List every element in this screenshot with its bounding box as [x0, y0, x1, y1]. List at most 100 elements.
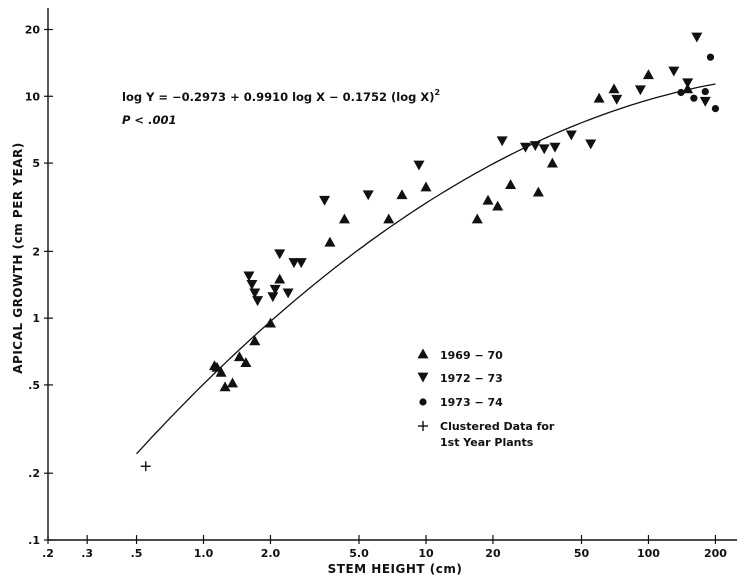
triangle-down-marker	[282, 288, 294, 299]
triangle-up-marker	[208, 360, 220, 371]
triangle-up-marker	[482, 194, 494, 205]
triangle-down-marker	[252, 296, 264, 307]
legend-item-1973-74: 1973 − 74	[419, 396, 503, 409]
triangle-down-marker	[529, 141, 541, 152]
circle-marker	[711, 105, 720, 113]
triangle-down-marker	[496, 136, 508, 147]
legend-item-clustered: Clustered Data for 1st Year Plants	[418, 420, 555, 449]
equation-text: log Y = −0.2973 + 0.9910 log X − 0.1752 …	[122, 90, 435, 104]
circle-marker	[690, 94, 698, 102]
equation-line: log Y = −0.2973 + 0.9910 log X − 0.1752 …	[122, 88, 440, 104]
triangle-down-marker	[682, 78, 694, 89]
x-tick-label: 2.0	[261, 547, 281, 560]
p-value: P < .001	[122, 113, 176, 127]
x-axis-title: STEM HEIGHT (cm)	[328, 562, 463, 576]
triangle-up-marker	[682, 83, 694, 94]
y-tick-label: .2	[28, 467, 40, 480]
triangle-up-marker	[642, 69, 654, 80]
legend-label: 1969 − 70	[440, 349, 503, 362]
legend-label-line2: 1st Year Plants	[440, 436, 534, 449]
triangle-up-marker	[227, 377, 239, 388]
y-tick-label: 2	[32, 245, 40, 258]
x-tick-label: 5.0	[349, 547, 369, 560]
triangle-down-marker	[249, 288, 261, 299]
triangle-up-marker	[324, 236, 336, 247]
plus-marker	[140, 461, 151, 472]
triangle-up-marker	[420, 181, 432, 192]
plot-frame	[47, 8, 737, 541]
x-tick-label: 200	[704, 547, 727, 560]
triangle-down-marker	[565, 130, 577, 141]
triangle-up-marker	[608, 83, 620, 94]
triangle-down-marker	[538, 144, 550, 155]
triangle-down-marker	[274, 249, 286, 260]
series-triangle-down	[243, 32, 711, 307]
x-tick-label: 10	[418, 547, 434, 560]
circle-marker	[706, 53, 715, 61]
y-axis: .1 .2 .5 1 2 5 10 20	[25, 24, 53, 547]
triangle-down-marker	[246, 279, 258, 290]
triangle-up-marker	[546, 157, 558, 168]
legend-marker-triangle-up	[417, 348, 429, 359]
circle-marker	[419, 398, 427, 406]
x-tick-label: 20	[485, 547, 501, 560]
y-tick-label: 5	[32, 157, 40, 170]
triangle-down-marker	[243, 271, 255, 282]
triangle-up-marker	[274, 273, 286, 284]
triangle-up-marker	[396, 189, 408, 200]
triangle-down-marker	[288, 258, 300, 269]
equation-exponent: 2	[435, 88, 441, 97]
y-tick-label: 1	[32, 312, 40, 325]
circle-marker	[701, 87, 709, 96]
fit-equation: log Y = −0.2973 + 0.9910 log X − 0.1752 …	[122, 88, 440, 127]
legend: 1969 − 70 1972 − 73 1973 − 74 Clustered …	[417, 348, 555, 449]
triangle-down-marker	[585, 139, 597, 150]
y-tick-label: 10	[25, 90, 41, 103]
x-tick-label: .5	[131, 547, 143, 560]
triangle-up-marker	[471, 213, 483, 224]
series-plus	[140, 461, 151, 472]
legend-marker-plus	[418, 421, 428, 431]
triangle-up-marker	[215, 366, 227, 377]
triangle-down-marker	[267, 292, 279, 303]
legend-label: 1972 − 73	[440, 372, 503, 385]
triangle-up-marker	[240, 357, 252, 368]
triangle-down-marker	[691, 32, 703, 43]
triangle-down-marker	[549, 142, 561, 153]
triangle-down-marker	[519, 142, 531, 153]
triangle-up-marker	[492, 200, 504, 211]
legend-item-1972-73: 1972 − 73	[417, 372, 503, 385]
legend-label: 1973 − 74	[440, 396, 503, 409]
triangle-down-marker	[699, 96, 711, 107]
x-tick-label: 1.0	[194, 547, 214, 560]
triangle-up-marker	[249, 335, 261, 346]
series-circle	[677, 53, 720, 113]
triangle-down-marker	[611, 94, 623, 105]
legend-item-1969-70: 1969 − 70	[417, 348, 503, 362]
triangle-down-marker	[319, 195, 331, 206]
circle-marker	[677, 88, 685, 97]
triangle-down-marker	[634, 85, 646, 96]
triangle-up-marker	[532, 186, 544, 197]
triangle-up-marker	[264, 317, 276, 328]
triangle-up-marker	[505, 179, 517, 189]
y-tick-label: .5	[28, 379, 40, 392]
x-tick-label: 100	[637, 547, 660, 560]
data-points	[140, 32, 720, 472]
legend-label: Clustered Data for	[440, 420, 555, 433]
y-axis-title: APICAL GROWTH (cm PER YEAR)	[11, 142, 25, 374]
triangle-down-marker	[269, 284, 281, 295]
triangle-down-marker	[295, 258, 307, 269]
triangle-up-marker	[593, 92, 605, 103]
triangle-down-marker	[413, 160, 425, 171]
legend-marker-circle	[419, 398, 427, 406]
plus-marker	[418, 421, 428, 431]
x-tick-label: .2	[42, 547, 54, 560]
regression-curve	[136, 83, 716, 455]
x-tick-label: .3	[81, 547, 93, 560]
triangle-down-marker	[362, 190, 374, 201]
legend-marker-triangle-down	[417, 372, 429, 383]
x-axis: .2 .3 .5 1.0 2.0 5.0 10 20 50 100 200	[42, 535, 727, 560]
triangle-up-marker	[417, 348, 429, 359]
